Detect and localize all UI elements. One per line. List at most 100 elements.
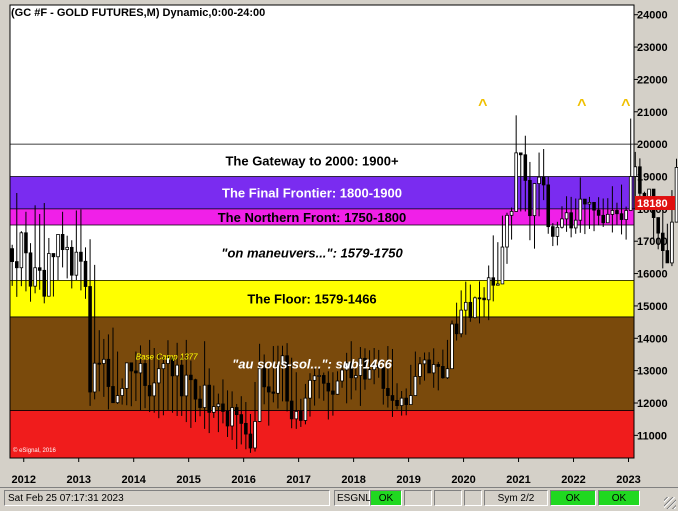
candle-down — [97, 362, 102, 365]
candle-down — [170, 357, 175, 377]
zone-label: The Final Frontier: 1800-1900 — [222, 186, 402, 201]
candle-down — [321, 375, 326, 384]
candle-down — [528, 179, 532, 217]
status-ok-2[interactable]: OK — [598, 490, 640, 506]
candle-down — [266, 386, 271, 393]
candle-down — [79, 251, 83, 262]
x-tick-label: 2017 — [286, 474, 310, 486]
candle-up — [92, 362, 97, 393]
candle-up — [372, 364, 376, 371]
candle-up — [367, 369, 372, 380]
status-ok-1[interactable]: OK — [550, 490, 596, 506]
candle-up — [202, 384, 207, 408]
candle-up — [184, 374, 189, 397]
candle-down — [129, 362, 134, 372]
zone-label: "au sous-sol...": sub-1466 — [232, 357, 392, 372]
candle-down — [395, 400, 399, 406]
candle-up — [409, 395, 413, 406]
candle-down — [660, 232, 665, 251]
candle-down — [491, 277, 496, 286]
status-empty-panel-3 — [464, 490, 482, 506]
zone-label: "on maneuvers...": 1579-1750 — [221, 246, 403, 261]
price-chart[interactable]: 2400023000220002100020000190001800017000… — [0, 0, 678, 487]
candle-down — [518, 152, 523, 156]
zone-band-floor — [10, 280, 634, 317]
candle-down — [468, 301, 473, 318]
candle-down — [427, 359, 431, 374]
candle-up — [74, 251, 79, 276]
peak-marker: ^ — [621, 97, 630, 114]
candle-down — [583, 198, 587, 205]
candle-up — [161, 363, 166, 370]
candle-up — [486, 277, 491, 301]
candle-up — [573, 219, 578, 229]
candle-down — [601, 214, 605, 224]
y-tick-label: 14000 — [637, 333, 668, 345]
candle-up — [280, 355, 285, 366]
candle-up — [532, 183, 537, 217]
candle-down — [143, 363, 147, 386]
candle-down — [331, 390, 335, 395]
candle-down — [24, 232, 28, 254]
candle-up — [102, 358, 106, 364]
esignal-label: ESGNL: — [337, 493, 374, 504]
candle-up — [670, 221, 674, 264]
zone-label: The Gateway to 2000: 1900+ — [225, 153, 398, 168]
candle-down — [193, 379, 198, 400]
candle-up — [294, 411, 299, 420]
y-tick-label: 20000 — [637, 139, 668, 151]
candle-up — [115, 395, 120, 404]
candle-up — [463, 301, 468, 311]
candle-up — [674, 167, 678, 223]
esignal-status[interactable]: OK — [370, 490, 402, 506]
y-tick-label: 21000 — [637, 107, 668, 119]
candle-down — [42, 269, 47, 297]
candle-up — [65, 246, 69, 251]
status-datetime-panel: Sat Feb 25 07:17:31 2023 — [4, 490, 330, 506]
candle-up — [212, 406, 216, 413]
candle-up — [340, 369, 344, 382]
peak-marker: ^ — [478, 97, 487, 114]
candle-down — [198, 398, 202, 408]
x-tick-label: 2021 — [506, 474, 530, 486]
x-tick-label: 2013 — [66, 474, 90, 486]
candle-up — [418, 363, 422, 377]
x-tick-label: 2020 — [451, 474, 475, 486]
candle-down — [665, 250, 670, 264]
candle-down — [239, 414, 244, 424]
x-tick-label: 2023 — [616, 474, 640, 486]
y-tick-label: 19000 — [637, 171, 668, 183]
plot-frame — [9, 4, 635, 459]
candle-up — [399, 397, 404, 406]
chart-title: (GC #F - GOLD FUTURES,M) Dynamic,0:00-24… — [11, 7, 265, 19]
candle-up — [500, 246, 505, 285]
candle-down — [111, 386, 115, 404]
candle-down — [404, 397, 408, 406]
candle-down — [363, 357, 367, 380]
candle-up — [431, 364, 436, 374]
candle-up — [175, 364, 179, 377]
candle-up — [514, 152, 518, 212]
candle-down — [546, 184, 551, 228]
candle-down — [386, 388, 390, 396]
resize-grip[interactable] — [664, 497, 676, 509]
symbol-counter[interactable]: Sym 2/2 — [484, 490, 548, 506]
candle-down — [454, 323, 459, 335]
candle-down — [271, 391, 276, 394]
y-tick-label: 13000 — [637, 366, 668, 378]
candle-down — [51, 253, 56, 258]
candle-up — [230, 407, 234, 427]
candle-down — [207, 384, 211, 413]
candle-up — [152, 382, 157, 397]
candle-down — [234, 407, 239, 416]
candle-down — [656, 217, 660, 234]
candle-up — [303, 397, 308, 421]
esignal-label-panel: ESGNL: — [334, 490, 374, 506]
candle-down — [482, 297, 486, 301]
candle-down — [88, 286, 92, 393]
candle-up — [560, 218, 564, 228]
candle-down — [569, 212, 573, 229]
candle-down — [134, 370, 138, 374]
candle-up — [47, 253, 51, 297]
candle-up — [335, 380, 340, 395]
